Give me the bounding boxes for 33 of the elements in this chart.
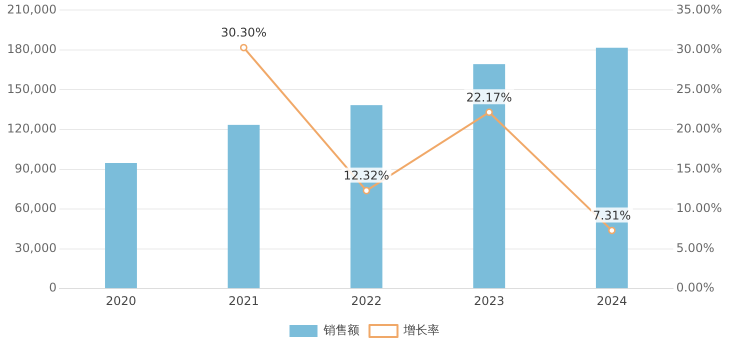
y2-tick-label: 10.00%	[676, 201, 722, 216]
point	[485, 108, 493, 116]
y2-tick-label: 20.00%	[676, 122, 722, 136]
x-tick-label: 2024	[596, 294, 628, 308]
data-label: 30.30%	[220, 26, 267, 40]
bar	[105, 163, 137, 288]
y-tick-label: 180,000	[7, 42, 57, 56]
point	[240, 44, 248, 52]
bar	[228, 124, 260, 288]
y2-tick-label: 0.00%	[676, 280, 714, 295]
data-label: 22.17%	[466, 90, 512, 104]
data-label: 7.31%	[592, 208, 631, 223]
y-tick-label: 60,000	[14, 201, 57, 216]
x-tick-label: 2023	[474, 294, 504, 308]
y-tick-label: 120,000	[7, 122, 57, 136]
point	[608, 226, 616, 234]
x-tick-label: 2021	[228, 294, 259, 308]
y-tick-label: 90,000	[14, 161, 57, 176]
legend-label: 销售额	[322, 323, 360, 338]
y2-tick-label: 35.00%	[676, 2, 722, 16]
x-tick-label: 2020	[106, 294, 136, 308]
y-tick-label: 210,000	[7, 2, 57, 16]
y-tick-label: 30,000	[14, 240, 57, 255]
y-tick-label: 0	[48, 280, 57, 295]
y2-tick-label: 5.00%	[676, 240, 714, 255]
y-tick-label: 150,000	[7, 82, 57, 96]
y2-tick-label: 30.00%	[676, 42, 722, 56]
data-label: 12.32%	[344, 168, 390, 183]
y2-tick-label: 15.00%	[676, 161, 722, 176]
legend-label: 增长率	[402, 323, 440, 338]
x-tick-label: 2022	[351, 294, 382, 308]
y2-tick-label: 25.00%	[676, 82, 722, 96]
point	[362, 186, 370, 194]
